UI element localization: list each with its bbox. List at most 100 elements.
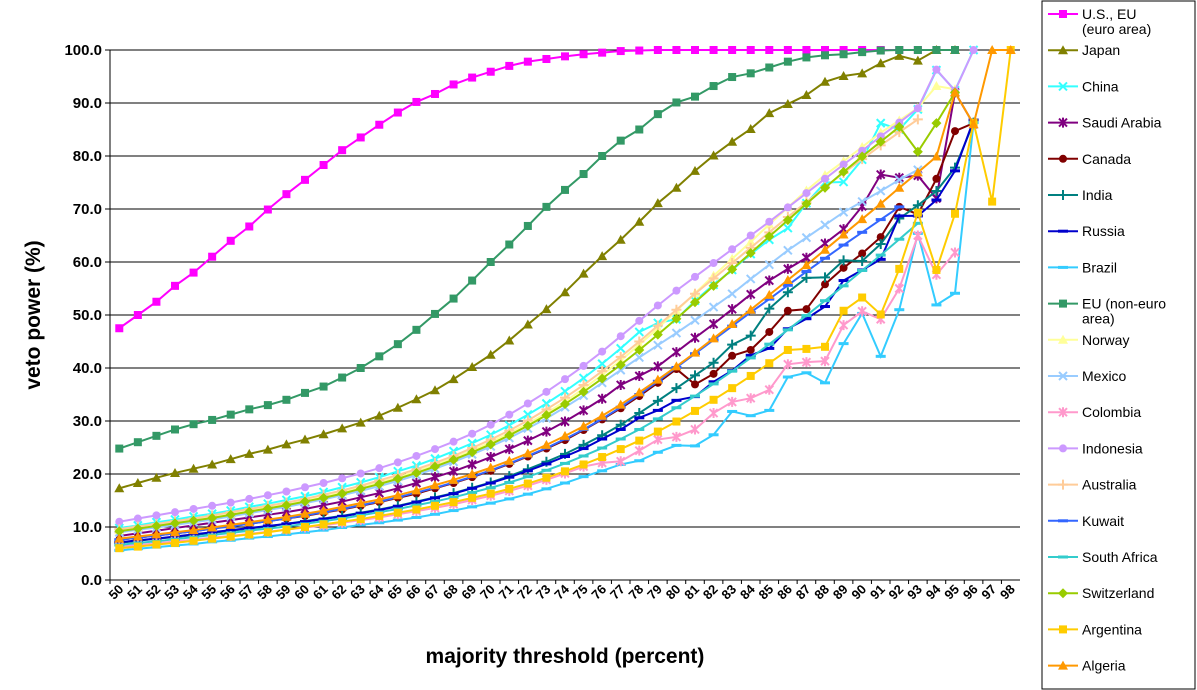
data-point	[708, 380, 719, 384]
data-point	[578, 405, 589, 416]
data-point	[857, 268, 868, 272]
data-point	[225, 454, 236, 464]
data-point	[634, 327, 644, 337]
legend-swatch-marker	[1059, 299, 1067, 308]
data-point	[598, 152, 607, 160]
data-point	[691, 272, 699, 281]
data-point	[615, 399, 626, 409]
data-point	[727, 136, 738, 146]
data-point	[913, 46, 922, 54]
data-point	[337, 514, 348, 518]
data-point	[374, 494, 385, 504]
data-point	[782, 275, 793, 285]
data-point	[188, 515, 199, 526]
data-point	[931, 118, 942, 129]
data-point	[764, 289, 775, 299]
legend-item: Japan	[1048, 42, 1120, 58]
data-point	[226, 410, 235, 419]
data-point	[504, 497, 515, 501]
data-point	[727, 369, 738, 373]
data-point	[301, 388, 309, 397]
data-point	[449, 498, 458, 507]
data-point	[374, 410, 385, 420]
data-point	[597, 446, 608, 450]
data-point	[597, 359, 607, 369]
data-point	[114, 483, 125, 493]
data-point	[653, 361, 663, 372]
data-point	[709, 46, 718, 54]
data-point	[783, 223, 793, 233]
data-point	[393, 340, 402, 349]
data-point	[820, 381, 830, 385]
data-point	[691, 46, 699, 54]
data-point	[523, 479, 532, 488]
data-point	[838, 177, 849, 187]
data-point	[467, 459, 477, 470]
data-point	[634, 445, 644, 456]
data-point	[522, 448, 533, 458]
legend-item: China	[1048, 78, 1119, 94]
data-point	[578, 447, 589, 451]
data-point	[392, 504, 403, 508]
data-point	[672, 417, 681, 426]
data-point	[727, 396, 737, 407]
data-point	[374, 508, 385, 512]
data-point	[672, 286, 681, 295]
data-point	[634, 216, 645, 226]
data-point	[634, 416, 645, 420]
data-point	[374, 521, 385, 525]
data-point	[338, 373, 347, 382]
data-point	[152, 511, 161, 520]
legend-swatch-marker	[1059, 444, 1067, 453]
data-point	[764, 342, 775, 346]
legend-item: Algeria	[1048, 658, 1126, 674]
data-point	[189, 536, 198, 545]
series-line	[118, 49, 955, 330]
data-point	[838, 70, 849, 80]
data-point	[671, 313, 682, 324]
data-point	[801, 314, 812, 318]
data-point	[133, 542, 142, 551]
data-point	[170, 467, 180, 477]
legend-swatch-marker	[1058, 588, 1068, 599]
legend-label: Mexico	[1082, 368, 1127, 384]
data-point	[746, 371, 755, 380]
data-point	[745, 356, 756, 360]
data-point	[188, 525, 199, 535]
data-point	[857, 68, 868, 78]
data-point	[375, 511, 384, 520]
series-17	[115, 46, 1015, 553]
data-point	[541, 439, 552, 449]
data-point	[522, 469, 533, 473]
data-point	[950, 291, 960, 295]
data-point	[244, 517, 255, 527]
data-point	[764, 303, 775, 314]
data-point	[745, 247, 756, 258]
data-point	[635, 46, 644, 55]
data-point	[170, 527, 180, 537]
legend-swatch-marker	[1059, 10, 1067, 18]
data-point	[152, 540, 161, 549]
data-point	[189, 420, 198, 429]
legend-item: Canada	[1048, 151, 1131, 167]
data-point	[708, 408, 719, 419]
data-point	[783, 345, 792, 354]
data-point	[541, 487, 552, 491]
data-point	[671, 443, 682, 447]
data-point	[838, 207, 849, 217]
data-point	[820, 244, 830, 254]
data-point	[801, 272, 812, 283]
data-point	[875, 257, 886, 261]
data-point	[801, 317, 812, 321]
data-point	[839, 50, 848, 59]
data-point	[561, 375, 569, 384]
data-point	[875, 354, 886, 358]
data-point	[801, 260, 812, 270]
data-point	[245, 222, 254, 231]
data-point	[133, 514, 142, 523]
data-point	[839, 160, 848, 169]
data-point	[616, 456, 626, 467]
data-point	[652, 450, 663, 454]
data-point	[783, 359, 793, 370]
data-point	[746, 46, 755, 54]
